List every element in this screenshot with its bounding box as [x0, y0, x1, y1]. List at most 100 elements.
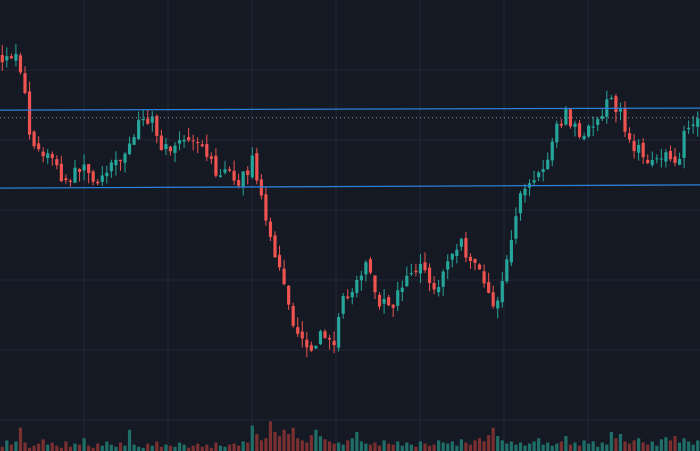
- volume-bar: [182, 444, 186, 451]
- candle-body-bearish: [377, 294, 382, 307]
- candle-body-bullish: [582, 136, 586, 140]
- volume-bar: [641, 442, 645, 451]
- volume-bar: [273, 431, 277, 451]
- candle-body-bullish: [382, 298, 386, 304]
- volume-bar: [541, 444, 545, 451]
- volume-bar: [405, 442, 409, 451]
- candle-body-bearish: [168, 146, 173, 152]
- volume-bar: [227, 444, 232, 451]
- volume-bar: [446, 443, 450, 451]
- volume-bar: [623, 441, 627, 451]
- candle-body-bullish: [223, 169, 227, 173]
- volume-bar: [423, 443, 427, 451]
- candle-body-bullish: [73, 167, 77, 183]
- candle-body-bearish: [196, 142, 200, 144]
- volume-bar: [573, 442, 577, 451]
- candle-body-bearish: [668, 150, 673, 160]
- candle-body-bearish: [296, 327, 300, 334]
- candle-body-bullish: [409, 273, 413, 275]
- volume-bar: [323, 439, 327, 451]
- volume-bar: [473, 440, 477, 451]
- candle-body-bearish: [414, 270, 418, 273]
- candle-body-bullish: [537, 172, 541, 178]
- candle-body-bullish: [123, 153, 127, 163]
- volume-bar: [55, 445, 59, 451]
- volume-bar: [350, 438, 354, 451]
- candle-body-bullish: [637, 144, 641, 153]
- volume-bar: [537, 438, 541, 451]
- candle-body-bullish: [682, 130, 686, 158]
- volume-bar: [23, 442, 27, 451]
- volume-bar: [218, 445, 223, 451]
- candle-body-bearish: [41, 151, 45, 157]
- candle-body-bullish: [137, 119, 141, 139]
- volume-bar: [496, 436, 500, 451]
- volume-bar: [127, 429, 132, 451]
- volume-bar: [450, 441, 454, 451]
- candle-body-bearish: [300, 331, 304, 339]
- candle-body-bullish: [523, 188, 527, 196]
- volume-bar: [677, 442, 682, 451]
- candle-body-bullish: [114, 159, 118, 166]
- volume-bar: [418, 441, 423, 451]
- volume-bar: [159, 446, 163, 451]
- volume-bar: [668, 440, 673, 451]
- volume-bar: [464, 442, 468, 451]
- candle-body-bullish: [109, 162, 113, 172]
- volume-bar: [364, 443, 368, 451]
- candle-body-bearish: [309, 345, 313, 351]
- volume-bar: [673, 436, 677, 451]
- candle-body-bearish: [332, 340, 336, 346]
- candle-body-bullish: [355, 279, 359, 293]
- candle-body-bearish: [96, 181, 100, 184]
- candle-body-bullish: [500, 281, 504, 303]
- volume-bar: [141, 447, 145, 451]
- volume-bar: [509, 441, 513, 451]
- volume-bar: [291, 427, 295, 451]
- volume-bar: [137, 446, 141, 451]
- volume-bar: [505, 443, 509, 451]
- volume-bar: [332, 443, 336, 451]
- candle-body-bearish: [268, 221, 273, 237]
- volume-bar: [196, 443, 200, 451]
- candle-body-bearish: [373, 275, 377, 293]
- volume-bar: [687, 441, 691, 451]
- volume-bar: [132, 444, 136, 451]
- candle-body-bullish: [418, 263, 423, 274]
- volume-bar: [250, 425, 254, 451]
- candle-body-bullish: [687, 127, 691, 130]
- volume-bar: [577, 445, 582, 451]
- candle-body-bearish: [159, 135, 163, 150]
- volume-bar: [414, 446, 418, 451]
- volume-bar: [432, 444, 436, 451]
- candle-body-bullish: [596, 119, 600, 125]
- volume-bar: [341, 444, 345, 451]
- candle-body-bullish: [437, 286, 441, 293]
- candle-body-bullish: [618, 109, 623, 112]
- candle-body-bearish: [282, 268, 286, 285]
- candle-body-bullish: [396, 290, 400, 306]
- volume-bar: [232, 443, 236, 451]
- candle-body-bearish: [473, 258, 477, 263]
- volume-bar: [459, 439, 463, 451]
- volume-bar: [296, 438, 300, 451]
- volume-bar: [373, 442, 377, 451]
- volume-bar: [500, 440, 504, 451]
- candle-body-bearish: [487, 282, 491, 293]
- candle-body-bearish: [287, 285, 291, 305]
- candle-body-bullish: [505, 259, 509, 282]
- volume-bar: [282, 429, 286, 451]
- volume-bar: [173, 446, 177, 451]
- candle-body-bearish: [305, 339, 309, 348]
- candle-body-bullish: [441, 271, 445, 287]
- candle-body-bearish: [623, 108, 627, 132]
- volume-bar: [50, 442, 54, 451]
- volume-bar: [300, 440, 304, 451]
- volume-bar: [591, 441, 595, 451]
- volume-bar: [168, 445, 173, 451]
- volume-bar: [550, 445, 554, 451]
- volume-bar: [268, 421, 273, 451]
- candle-body-bullish: [46, 153, 50, 158]
